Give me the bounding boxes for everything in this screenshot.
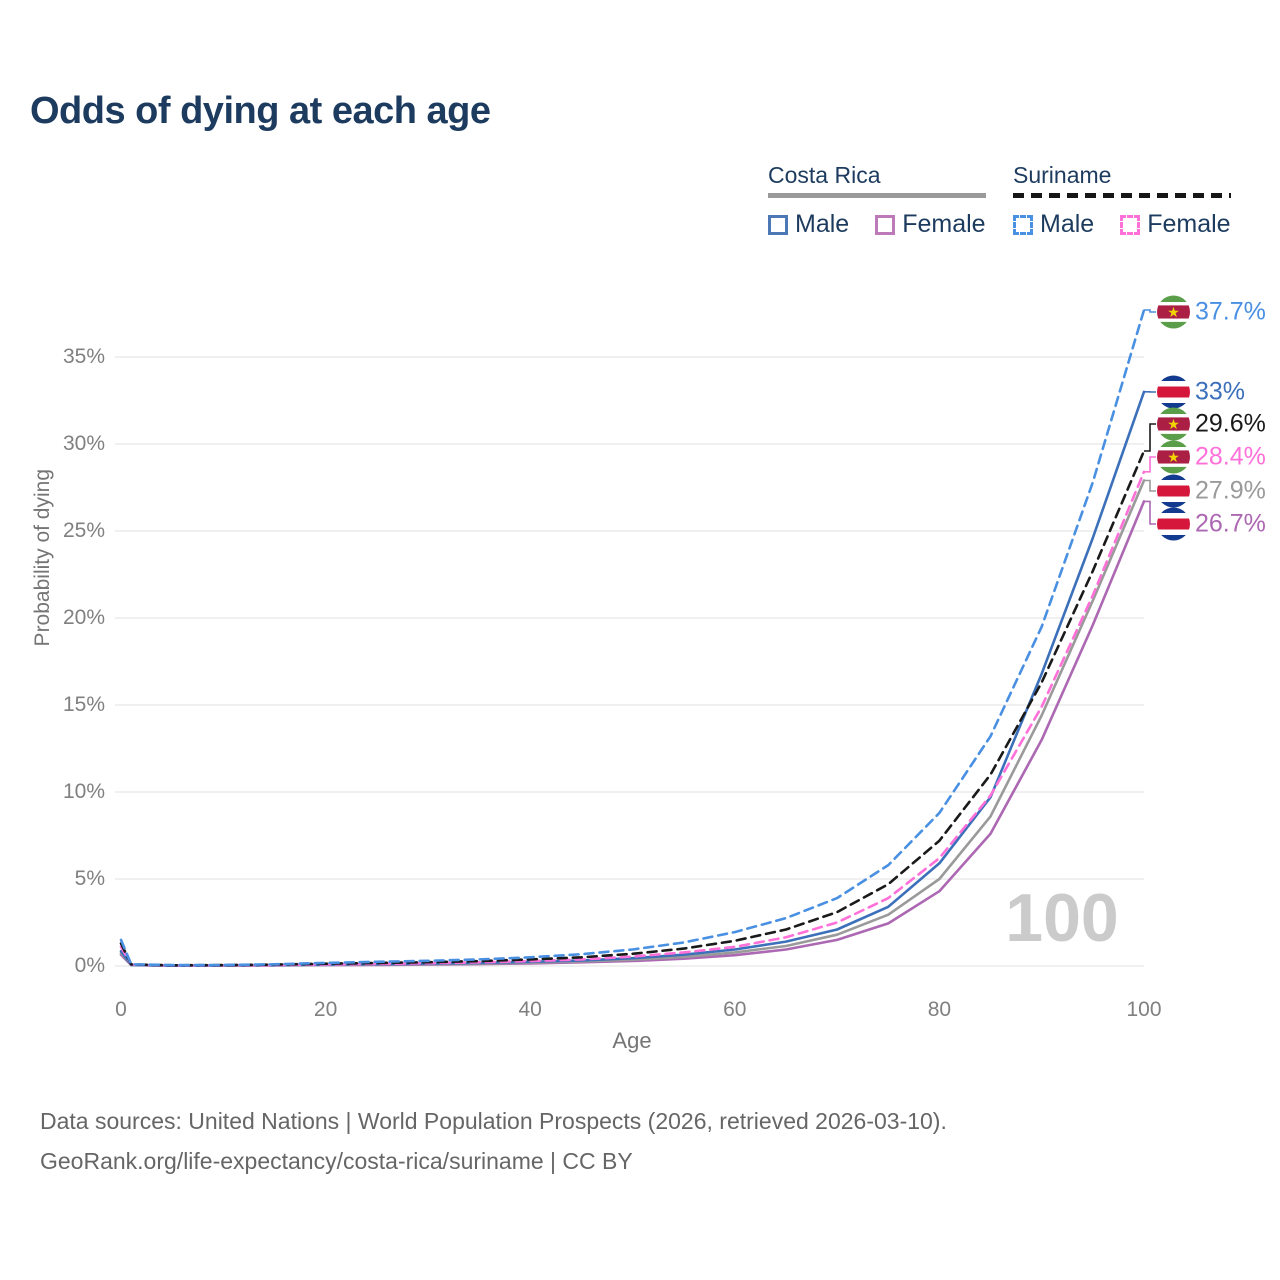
end-label-value: 27.9% <box>1195 476 1266 505</box>
footer-attribution: GeoRank.org/life-expectancy/costa-rica/s… <box>40 1148 633 1174</box>
end-label-suriname-male: ★ 37.7% <box>1157 295 1266 329</box>
series-line-suriname <box>119 449 1146 967</box>
legend-item-label: Male <box>795 210 850 238</box>
legend-item-label: Male <box>1040 210 1095 238</box>
svg-text:★: ★ <box>1167 450 1180 466</box>
legend-underline-dashed <box>1013 193 1231 198</box>
end-label-costa-rica-male: 33% <box>1157 375 1246 409</box>
legend-country-costa-rica[interactable]: Costa Rica <box>768 162 881 188</box>
end-label-value: 37.7% <box>1195 297 1266 326</box>
end-label-value: 33% <box>1195 377 1246 406</box>
end-label-value: 29.6% <box>1195 409 1266 438</box>
x-tick-0: 0 <box>115 998 127 1021</box>
chart-title: Odds of dying at each age <box>30 90 491 132</box>
legend-item-costa-rica-male[interactable]: Male <box>768 210 849 239</box>
label-connector-costa-rica <box>1144 479 1156 492</box>
suriname-flag-icon: ★ <box>1157 440 1190 474</box>
svg-text:★: ★ <box>1167 305 1180 321</box>
series-line-costa-rica <box>119 479 1146 968</box>
legend-group-suriname: Suriname Male Female <box>1013 162 1231 239</box>
y-tick-30: 30% <box>62 432 105 455</box>
end-label-costa-rica: 27.9% <box>1157 474 1266 508</box>
costa-rica-flag-icon <box>1157 507 1190 541</box>
y-tick-20: 20% <box>62 606 105 629</box>
legend-item-costa-rica-female[interactable]: Female <box>875 210 986 239</box>
legend-swatch-icon <box>1120 214 1141 235</box>
costa-rica-flag-icon <box>1157 375 1190 409</box>
svg-text:★: ★ <box>1167 417 1180 433</box>
legend-item-label: Female <box>1147 210 1231 238</box>
end-label-suriname: ★ 29.6% <box>1157 407 1266 441</box>
series-line-suriname-female <box>119 470 1146 967</box>
y-tick-5: 5% <box>74 867 105 890</box>
y-tick-0: 0% <box>74 954 105 977</box>
legend-country-suriname[interactable]: Suriname <box>1013 162 1112 188</box>
footer-data-sources: Data sources: United Nations | World Pop… <box>40 1108 947 1134</box>
legend-swatch-icon <box>1013 214 1033 235</box>
age-counter-watermark: 100 <box>1005 880 1119 956</box>
x-tick-100: 100 <box>1126 998 1162 1021</box>
end-label-suriname-female: ★ 28.4% <box>1157 440 1266 474</box>
label-connector-suriname-female <box>1144 456 1156 473</box>
end-label-value: 28.4% <box>1195 442 1266 471</box>
legend-item-label: Female <box>902 210 986 238</box>
x-tick-60: 60 <box>723 998 747 1021</box>
label-connector-suriname-male <box>1144 309 1156 313</box>
y-axis-title-wrap: Probability of dying <box>28 428 58 688</box>
costa-rica-flag-icon <box>1157 474 1190 508</box>
legend-item-suriname-male[interactable]: Male <box>1013 210 1094 239</box>
legend-group-costa-rica: Costa Rica Male Female <box>768 162 986 239</box>
x-axis-title: Age <box>612 1028 652 1053</box>
y-tick-15: 15% <box>62 693 105 716</box>
legend-item-suriname-female[interactable]: Female <box>1120 210 1231 239</box>
x-tick-20: 20 <box>313 998 338 1021</box>
y-tick-10: 10% <box>62 780 105 803</box>
legend-underline-solid <box>768 193 986 198</box>
legend-swatch-icon <box>875 214 896 235</box>
end-label-value: 26.7% <box>1195 509 1266 538</box>
x-tick-80: 80 <box>927 998 952 1021</box>
suriname-flag-icon: ★ <box>1157 407 1190 441</box>
series-line-suriname-male <box>119 308 1146 967</box>
label-connector-suriname <box>1144 423 1156 452</box>
y-tick-25: 25% <box>62 519 105 542</box>
legend-swatch-icon <box>768 214 788 235</box>
x-tick-40: 40 <box>518 998 542 1021</box>
suriname-flag-icon: ★ <box>1157 295 1190 329</box>
end-label-costa-rica-female: 26.7% <box>1157 507 1266 541</box>
y-tick-35: 35% <box>62 345 105 368</box>
label-connector-costa-rica-female <box>1144 500 1156 525</box>
